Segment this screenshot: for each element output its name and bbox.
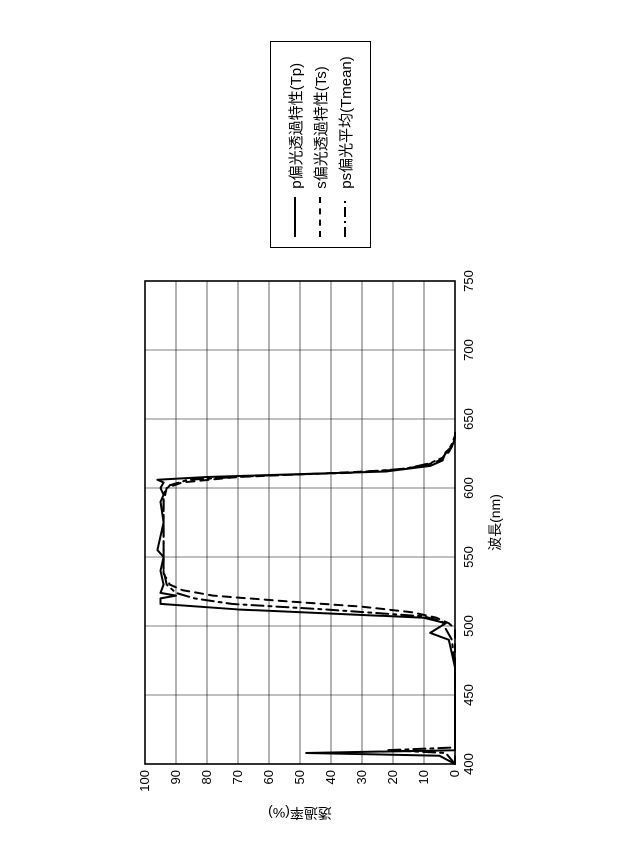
legend-box: p偏光透過特性(Tp) s偏光透過特性(Ts) ps偏光平均(Tmean) (270, 41, 371, 248)
svg-text:60: 60 (261, 770, 276, 784)
transmittance-chart: 0 10 20 30 40 50 60 70 80 90 100 400 450 500 550 600 650… (130, 266, 510, 826)
svg-text:650: 650 (461, 408, 476, 430)
legend-item-tmean: ps偏光平均(Tmean) (335, 56, 356, 237)
legend-label-tp: p偏光透過特性(Tp) (285, 63, 306, 189)
svg-text:70: 70 (230, 770, 245, 784)
legend-swatch-dash (313, 197, 327, 237)
svg-text:400: 400 (461, 753, 476, 775)
legend-item-tp: p偏光透過特性(Tp) (285, 56, 306, 237)
legend-item-ts: s偏光透過特性(Ts) (310, 56, 331, 237)
legend-swatch-solid (288, 197, 302, 237)
svg-text:30: 30 (354, 770, 369, 784)
svg-text:550: 550 (461, 546, 476, 568)
svg-text:700: 700 (461, 339, 476, 361)
svg-text:90: 90 (168, 770, 183, 784)
svg-text:0: 0 (447, 770, 462, 777)
svg-text:透過率(%): 透過率(%) (268, 805, 332, 821)
svg-text:450: 450 (461, 684, 476, 706)
svg-text:40: 40 (323, 770, 338, 784)
svg-text:80: 80 (199, 770, 214, 784)
svg-text:600: 600 (461, 477, 476, 499)
svg-text:500: 500 (461, 615, 476, 637)
svg-text:750: 750 (461, 270, 476, 292)
legend-swatch-dashdot (338, 197, 352, 237)
legend-label-tmean: ps偏光平均(Tmean) (335, 56, 356, 189)
svg-text:波長(nm): 波長(nm) (487, 494, 503, 551)
svg-text:100: 100 (137, 770, 152, 792)
svg-text:50: 50 (292, 770, 307, 784)
legend-label-ts: s偏光透過特性(Ts) (310, 66, 331, 189)
svg-text:10: 10 (416, 770, 431, 784)
svg-text:20: 20 (385, 770, 400, 784)
